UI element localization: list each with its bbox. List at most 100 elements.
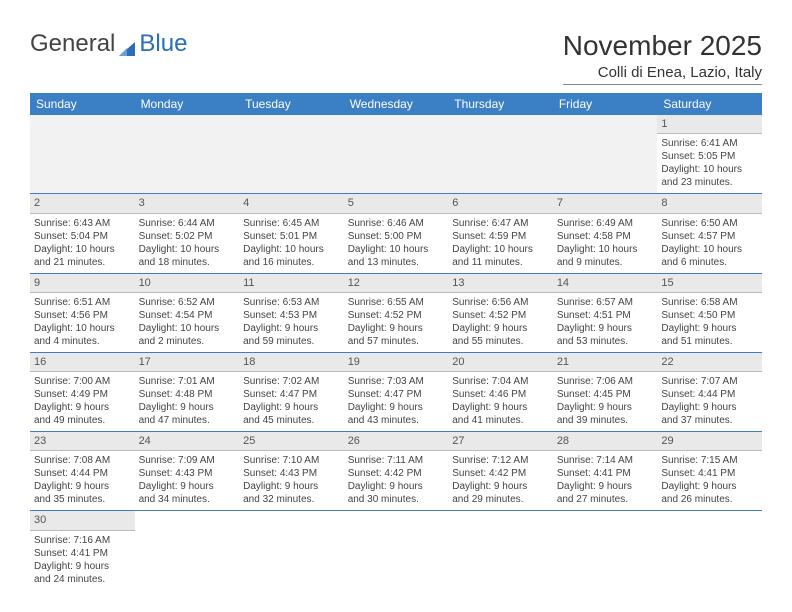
calendar-cell: 22Sunrise: 7:07 AMSunset: 4:44 PMDayligh… [657,352,762,431]
day-details: Sunrise: 7:15 AMSunset: 4:41 PMDaylight:… [657,451,762,510]
day-details: Sunrise: 6:47 AMSunset: 4:59 PMDaylight:… [448,214,553,273]
day-number: 22 [657,353,762,372]
calendar-cell: 27Sunrise: 7:12 AMSunset: 4:42 PMDayligh… [448,432,553,511]
day-header: Saturday [657,93,762,115]
calendar-cell: 6Sunrise: 6:47 AMSunset: 4:59 PMDaylight… [448,194,553,273]
day-details: Sunrise: 6:46 AMSunset: 5:00 PMDaylight:… [344,214,449,273]
day-details: Sunrise: 6:52 AMSunset: 4:54 PMDaylight:… [135,293,240,352]
calendar-cell: 12Sunrise: 6:55 AMSunset: 4:52 PMDayligh… [344,273,449,352]
day-number: 11 [239,274,344,293]
day-header: Friday [553,93,658,115]
day-details: Sunrise: 6:53 AMSunset: 4:53 PMDaylight:… [239,293,344,352]
day-number: 25 [239,432,344,451]
day-number: 27 [448,432,553,451]
day-details: Sunrise: 6:50 AMSunset: 4:57 PMDaylight:… [657,214,762,273]
calendar-cell [239,115,344,194]
day-number: 13 [448,274,553,293]
calendar-cell: 18Sunrise: 7:02 AMSunset: 4:47 PMDayligh… [239,352,344,431]
header: General Blue November 2025 Colli di Enea… [30,30,762,85]
day-number: 19 [344,353,449,372]
calendar-cell [30,115,135,194]
calendar-cell [553,511,658,590]
calendar-cell: 14Sunrise: 6:57 AMSunset: 4:51 PMDayligh… [553,273,658,352]
calendar-cell: 28Sunrise: 7:14 AMSunset: 4:41 PMDayligh… [553,432,658,511]
day-details: Sunrise: 6:45 AMSunset: 5:01 PMDaylight:… [239,214,344,273]
day-details: Sunrise: 7:08 AMSunset: 4:44 PMDaylight:… [30,451,135,510]
day-details: Sunrise: 7:07 AMSunset: 4:44 PMDaylight:… [657,372,762,431]
calendar-cell: 11Sunrise: 6:53 AMSunset: 4:53 PMDayligh… [239,273,344,352]
day-details: Sunrise: 7:02 AMSunset: 4:47 PMDaylight:… [239,372,344,431]
calendar-cell: 8Sunrise: 6:50 AMSunset: 4:57 PMDaylight… [657,194,762,273]
calendar-cell [448,115,553,194]
calendar-cell: 9Sunrise: 6:51 AMSunset: 4:56 PMDaylight… [30,273,135,352]
day-details: Sunrise: 6:41 AMSunset: 5:05 PMDaylight:… [657,134,762,193]
calendar-cell: 7Sunrise: 6:49 AMSunset: 4:58 PMDaylight… [553,194,658,273]
day-header: Wednesday [344,93,449,115]
day-number: 20 [448,353,553,372]
day-details: Sunrise: 7:03 AMSunset: 4:47 PMDaylight:… [344,372,449,431]
day-number: 2 [30,194,135,213]
day-number: 5 [344,194,449,213]
calendar-cell [135,115,240,194]
calendar-cell [344,115,449,194]
day-details: Sunrise: 7:12 AMSunset: 4:42 PMDaylight:… [448,451,553,510]
logo-text-2: Blue [139,30,187,58]
day-number: 18 [239,353,344,372]
calendar-cell: 30Sunrise: 7:16 AMSunset: 4:41 PMDayligh… [30,511,135,590]
day-number: 30 [30,511,135,530]
day-number: 4 [239,194,344,213]
calendar-cell: 13Sunrise: 6:56 AMSunset: 4:52 PMDayligh… [448,273,553,352]
calendar-cell: 15Sunrise: 6:58 AMSunset: 4:50 PMDayligh… [657,273,762,352]
title-block: November 2025 Colli di Enea, Lazio, Ital… [563,30,762,85]
day-number: 26 [344,432,449,451]
day-details: Sunrise: 7:11 AMSunset: 4:42 PMDaylight:… [344,451,449,510]
day-details: Sunrise: 7:09 AMSunset: 4:43 PMDaylight:… [135,451,240,510]
calendar-cell: 16Sunrise: 7:00 AMSunset: 4:49 PMDayligh… [30,352,135,431]
day-details: Sunrise: 7:06 AMSunset: 4:45 PMDaylight:… [553,372,658,431]
day-number: 12 [344,274,449,293]
calendar-table: SundayMondayTuesdayWednesdayThursdayFrid… [30,93,762,590]
calendar-cell: 4Sunrise: 6:45 AMSunset: 5:01 PMDaylight… [239,194,344,273]
calendar-cell: 5Sunrise: 6:46 AMSunset: 5:00 PMDaylight… [344,194,449,273]
calendar-cell: 26Sunrise: 7:11 AMSunset: 4:42 PMDayligh… [344,432,449,511]
location-text: Colli di Enea, Lazio, Italy [563,64,762,85]
day-details: Sunrise: 7:00 AMSunset: 4:49 PMDaylight:… [30,372,135,431]
calendar-cell: 23Sunrise: 7:08 AMSunset: 4:44 PMDayligh… [30,432,135,511]
calendar-cell [344,511,449,590]
day-number: 15 [657,274,762,293]
day-number: 23 [30,432,135,451]
day-number: 16 [30,353,135,372]
calendar-cell [239,511,344,590]
calendar-cell: 17Sunrise: 7:01 AMSunset: 4:48 PMDayligh… [135,352,240,431]
day-header: Thursday [448,93,553,115]
day-details: Sunrise: 6:49 AMSunset: 4:58 PMDaylight:… [553,214,658,273]
day-number: 14 [553,274,658,293]
day-number: 17 [135,353,240,372]
day-header: Tuesday [239,93,344,115]
calendar-header-row: SundayMondayTuesdayWednesdayThursdayFrid… [30,93,762,115]
day-number: 1 [657,115,762,134]
day-details: Sunrise: 7:14 AMSunset: 4:41 PMDaylight:… [553,451,658,510]
day-number: 29 [657,432,762,451]
calendar-cell [657,511,762,590]
day-number: 3 [135,194,240,213]
day-details: Sunrise: 6:57 AMSunset: 4:51 PMDaylight:… [553,293,658,352]
day-details: Sunrise: 6:43 AMSunset: 5:04 PMDaylight:… [30,214,135,273]
logo-text-1: General [30,30,115,58]
calendar-cell: 24Sunrise: 7:09 AMSunset: 4:43 PMDayligh… [135,432,240,511]
sail-icon [117,37,137,55]
day-details: Sunrise: 7:10 AMSunset: 4:43 PMDaylight:… [239,451,344,510]
day-number: 24 [135,432,240,451]
calendar-cell: 29Sunrise: 7:15 AMSunset: 4:41 PMDayligh… [657,432,762,511]
day-details: Sunrise: 6:55 AMSunset: 4:52 PMDaylight:… [344,293,449,352]
calendar-cell: 25Sunrise: 7:10 AMSunset: 4:43 PMDayligh… [239,432,344,511]
day-details: Sunrise: 6:58 AMSunset: 4:50 PMDaylight:… [657,293,762,352]
day-number: 28 [553,432,658,451]
calendar-cell: 10Sunrise: 6:52 AMSunset: 4:54 PMDayligh… [135,273,240,352]
day-number: 21 [553,353,658,372]
day-details: Sunrise: 7:04 AMSunset: 4:46 PMDaylight:… [448,372,553,431]
calendar-cell: 2Sunrise: 6:43 AMSunset: 5:04 PMDaylight… [30,194,135,273]
day-details: Sunrise: 6:56 AMSunset: 4:52 PMDaylight:… [448,293,553,352]
day-details: Sunrise: 7:16 AMSunset: 4:41 PMDaylight:… [30,531,135,590]
day-number: 10 [135,274,240,293]
